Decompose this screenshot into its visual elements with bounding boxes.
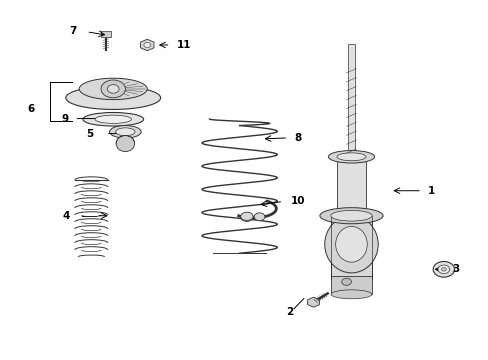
Ellipse shape — [336, 153, 366, 161]
Ellipse shape — [79, 78, 147, 100]
Bar — [101, 31, 111, 37]
Ellipse shape — [324, 216, 377, 273]
Polygon shape — [140, 39, 154, 51]
Text: 7: 7 — [69, 26, 77, 36]
Text: 8: 8 — [294, 133, 301, 143]
Ellipse shape — [95, 115, 131, 123]
Ellipse shape — [82, 112, 143, 126]
Ellipse shape — [66, 86, 160, 109]
Bar — [336, 157, 366, 216]
Bar — [330, 208, 371, 280]
Ellipse shape — [335, 226, 366, 262]
Ellipse shape — [116, 128, 135, 136]
Text: 2: 2 — [286, 307, 293, 317]
Text: 4: 4 — [62, 211, 69, 221]
Circle shape — [437, 265, 449, 274]
Ellipse shape — [116, 135, 134, 152]
Text: 10: 10 — [290, 197, 305, 206]
Text: 9: 9 — [61, 113, 68, 123]
Text: 6: 6 — [27, 104, 34, 113]
Text: 11: 11 — [176, 40, 190, 50]
Ellipse shape — [328, 150, 374, 163]
Circle shape — [432, 261, 454, 277]
Text: 3: 3 — [452, 264, 459, 274]
Circle shape — [254, 213, 264, 221]
Ellipse shape — [330, 210, 371, 221]
Circle shape — [341, 278, 351, 285]
Circle shape — [240, 212, 253, 221]
Text: 5: 5 — [86, 129, 94, 139]
Circle shape — [441, 267, 446, 271]
Text: 1: 1 — [427, 186, 435, 196]
Circle shape — [101, 80, 125, 98]
Ellipse shape — [330, 290, 371, 299]
Bar — [347, 44, 355, 157]
Circle shape — [143, 42, 150, 48]
Polygon shape — [307, 297, 319, 307]
Bar — [330, 276, 371, 294]
Circle shape — [107, 85, 119, 93]
Ellipse shape — [319, 208, 382, 224]
Ellipse shape — [109, 126, 141, 138]
